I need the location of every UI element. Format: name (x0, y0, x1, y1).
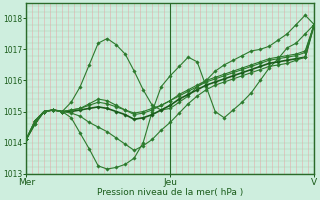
X-axis label: Pression niveau de la mer( hPa ): Pression niveau de la mer( hPa ) (97, 188, 243, 197)
